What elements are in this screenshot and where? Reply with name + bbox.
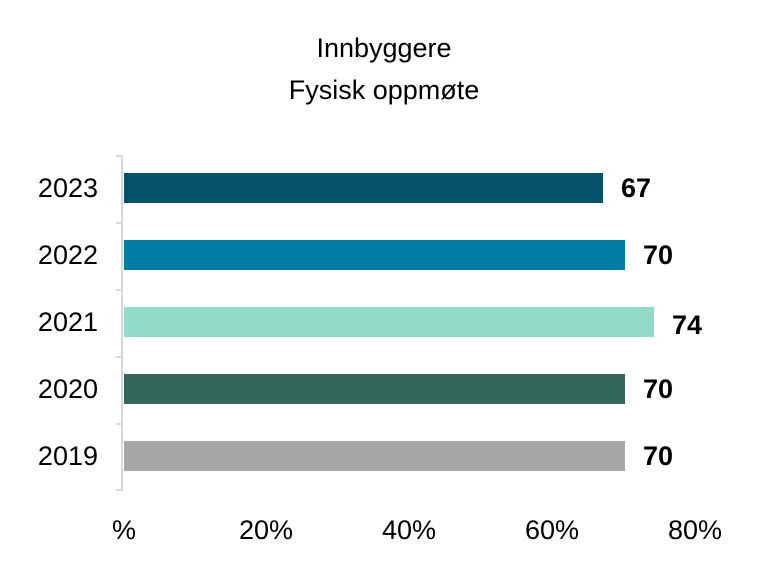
data-label-2023: 67: [621, 173, 652, 203]
bar-2021: [124, 307, 654, 337]
y-axis-tick: [116, 423, 122, 425]
chart-title: Innbyggere: [316, 33, 452, 63]
x-tick-label: 60%: [524, 515, 580, 545]
bar-2023: [124, 173, 603, 203]
y-axis-tick: [116, 222, 122, 224]
x-tick-label: 80%: [667, 515, 723, 545]
y-axis-line: [121, 155, 123, 491]
category-label-2021: 2021: [37, 307, 98, 337]
category-label-2023: 2023: [37, 173, 98, 203]
y-axis-tick: [116, 489, 122, 491]
x-tick-label: 20%: [238, 515, 294, 545]
data-label-2019: 70: [643, 441, 674, 471]
category-label-2022: 2022: [37, 240, 98, 270]
x-tick-label: 40%: [381, 515, 437, 545]
y-axis-tick: [116, 289, 122, 291]
chart-subtitle: Fysisk oppmøte: [288, 75, 480, 105]
category-label-2019: 2019: [37, 441, 98, 471]
y-axis-tick: [116, 356, 122, 358]
bar-2022: [124, 240, 625, 270]
y-axis-tick: [116, 155, 122, 157]
category-label-2020: 2020: [37, 374, 98, 404]
bar-2019: [124, 441, 625, 471]
data-label-2020: 70: [643, 374, 674, 404]
data-label-2021: 74: [672, 310, 703, 340]
bar-2020: [124, 374, 625, 404]
data-label-2022: 70: [643, 240, 674, 270]
x-tick-label: %: [111, 515, 137, 545]
